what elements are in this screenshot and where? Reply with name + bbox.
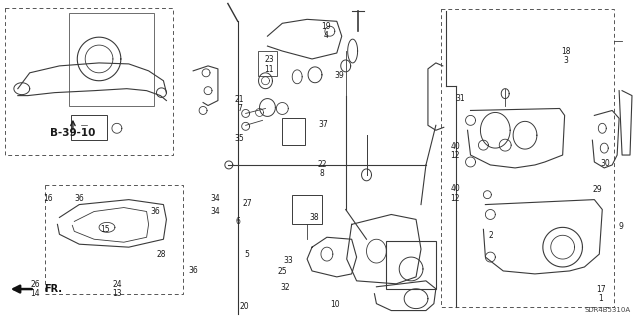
Text: 27: 27 xyxy=(243,199,252,208)
Text: 21: 21 xyxy=(235,95,244,104)
Text: 2: 2 xyxy=(489,232,493,241)
Text: 4: 4 xyxy=(324,31,329,40)
Text: 31: 31 xyxy=(456,94,465,103)
Text: B-39-10: B-39-10 xyxy=(50,128,95,137)
Text: 23: 23 xyxy=(264,56,275,64)
Text: 40: 40 xyxy=(451,184,460,193)
Text: 32: 32 xyxy=(280,283,290,292)
Text: 5: 5 xyxy=(245,250,250,259)
Text: 24: 24 xyxy=(113,280,122,289)
Text: 37: 37 xyxy=(319,120,328,129)
Bar xyxy=(387,241,436,289)
Text: 30: 30 xyxy=(600,159,611,168)
Text: 39: 39 xyxy=(334,71,344,80)
Text: 3: 3 xyxy=(563,56,568,65)
Text: 9: 9 xyxy=(619,222,624,231)
Text: 36: 36 xyxy=(189,266,198,275)
Bar xyxy=(282,118,305,145)
Text: 1: 1 xyxy=(598,294,604,303)
Text: 22: 22 xyxy=(317,160,327,169)
Bar xyxy=(69,13,154,106)
Text: 20: 20 xyxy=(239,302,249,311)
Bar xyxy=(441,10,614,307)
Text: 7: 7 xyxy=(237,104,242,114)
Text: 18: 18 xyxy=(561,47,570,56)
Text: 19: 19 xyxy=(322,22,332,31)
Text: 11: 11 xyxy=(265,65,274,74)
Text: 36: 36 xyxy=(150,207,160,216)
Bar xyxy=(45,185,183,294)
Text: 36: 36 xyxy=(74,195,84,204)
Text: 33: 33 xyxy=(284,256,293,265)
Text: SDR4B5310A: SDR4B5310A xyxy=(584,307,630,313)
Text: 16: 16 xyxy=(43,195,52,204)
Text: 10: 10 xyxy=(330,300,340,309)
Text: 26: 26 xyxy=(30,280,40,289)
Bar xyxy=(257,51,277,76)
Text: 40: 40 xyxy=(451,142,460,151)
Text: 8: 8 xyxy=(320,169,324,178)
Text: 28: 28 xyxy=(157,250,166,259)
Text: 38: 38 xyxy=(309,213,319,222)
Text: 17: 17 xyxy=(596,285,606,293)
Bar xyxy=(5,8,173,155)
Text: 29: 29 xyxy=(593,185,602,194)
Bar xyxy=(292,195,322,224)
Text: 12: 12 xyxy=(451,151,460,160)
Text: 6: 6 xyxy=(236,217,240,226)
Bar xyxy=(71,115,107,140)
Text: 14: 14 xyxy=(30,289,40,298)
Text: 25: 25 xyxy=(277,267,287,276)
Text: 15: 15 xyxy=(100,225,109,234)
Text: 35: 35 xyxy=(235,135,244,144)
Text: 34: 34 xyxy=(211,207,220,216)
Text: 12: 12 xyxy=(451,194,460,203)
Text: 34: 34 xyxy=(211,195,220,204)
Text: 13: 13 xyxy=(113,289,122,298)
Text: FR.: FR. xyxy=(45,284,63,294)
